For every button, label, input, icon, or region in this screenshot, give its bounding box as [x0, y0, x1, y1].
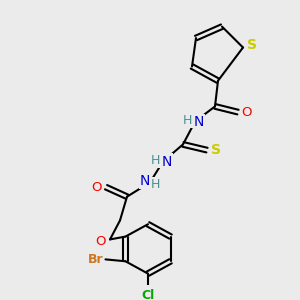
- Text: H: H: [150, 154, 160, 167]
- Text: N: N: [162, 154, 172, 169]
- Text: Br: Br: [88, 253, 103, 266]
- Text: N: N: [140, 173, 150, 188]
- Text: O: O: [96, 235, 106, 248]
- Text: Cl: Cl: [141, 289, 154, 300]
- Text: O: O: [92, 181, 102, 194]
- Text: H: H: [150, 178, 160, 191]
- Text: S: S: [247, 38, 257, 52]
- Text: N: N: [194, 115, 204, 129]
- Text: H: H: [182, 114, 192, 127]
- Text: S: S: [211, 143, 221, 157]
- Text: O: O: [242, 106, 252, 118]
